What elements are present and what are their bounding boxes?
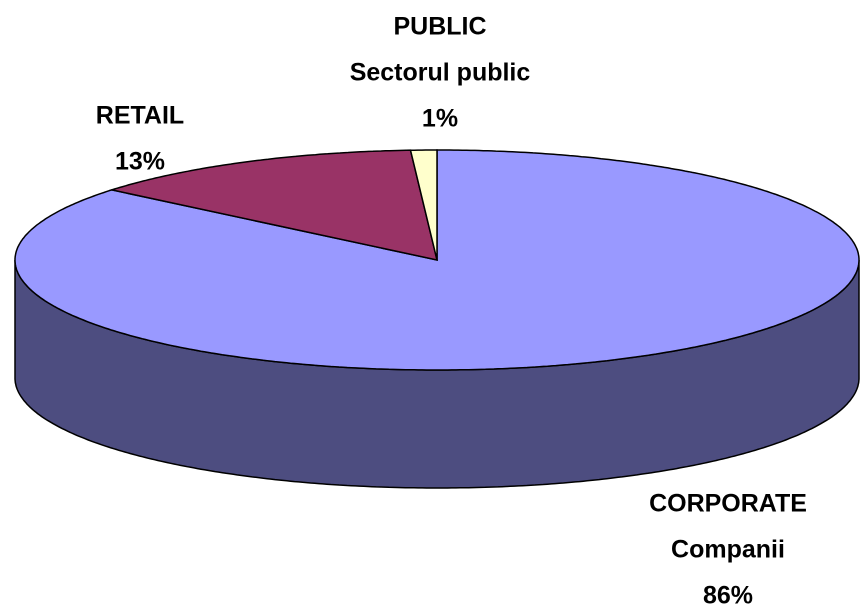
category-label: CORPORATE [649, 490, 807, 518]
category-label: PUBLIC [393, 13, 486, 41]
category-label: Companii [671, 536, 785, 564]
pie-slice [409, 149, 438, 261]
value-label: 86% [703, 582, 753, 610]
category-label: RETAIL [96, 102, 184, 130]
category-label: Sectorul public [350, 59, 531, 87]
value-label: 1% [422, 105, 458, 133]
value-label: 13% [115, 148, 165, 176]
pie-slice [108, 149, 439, 261]
